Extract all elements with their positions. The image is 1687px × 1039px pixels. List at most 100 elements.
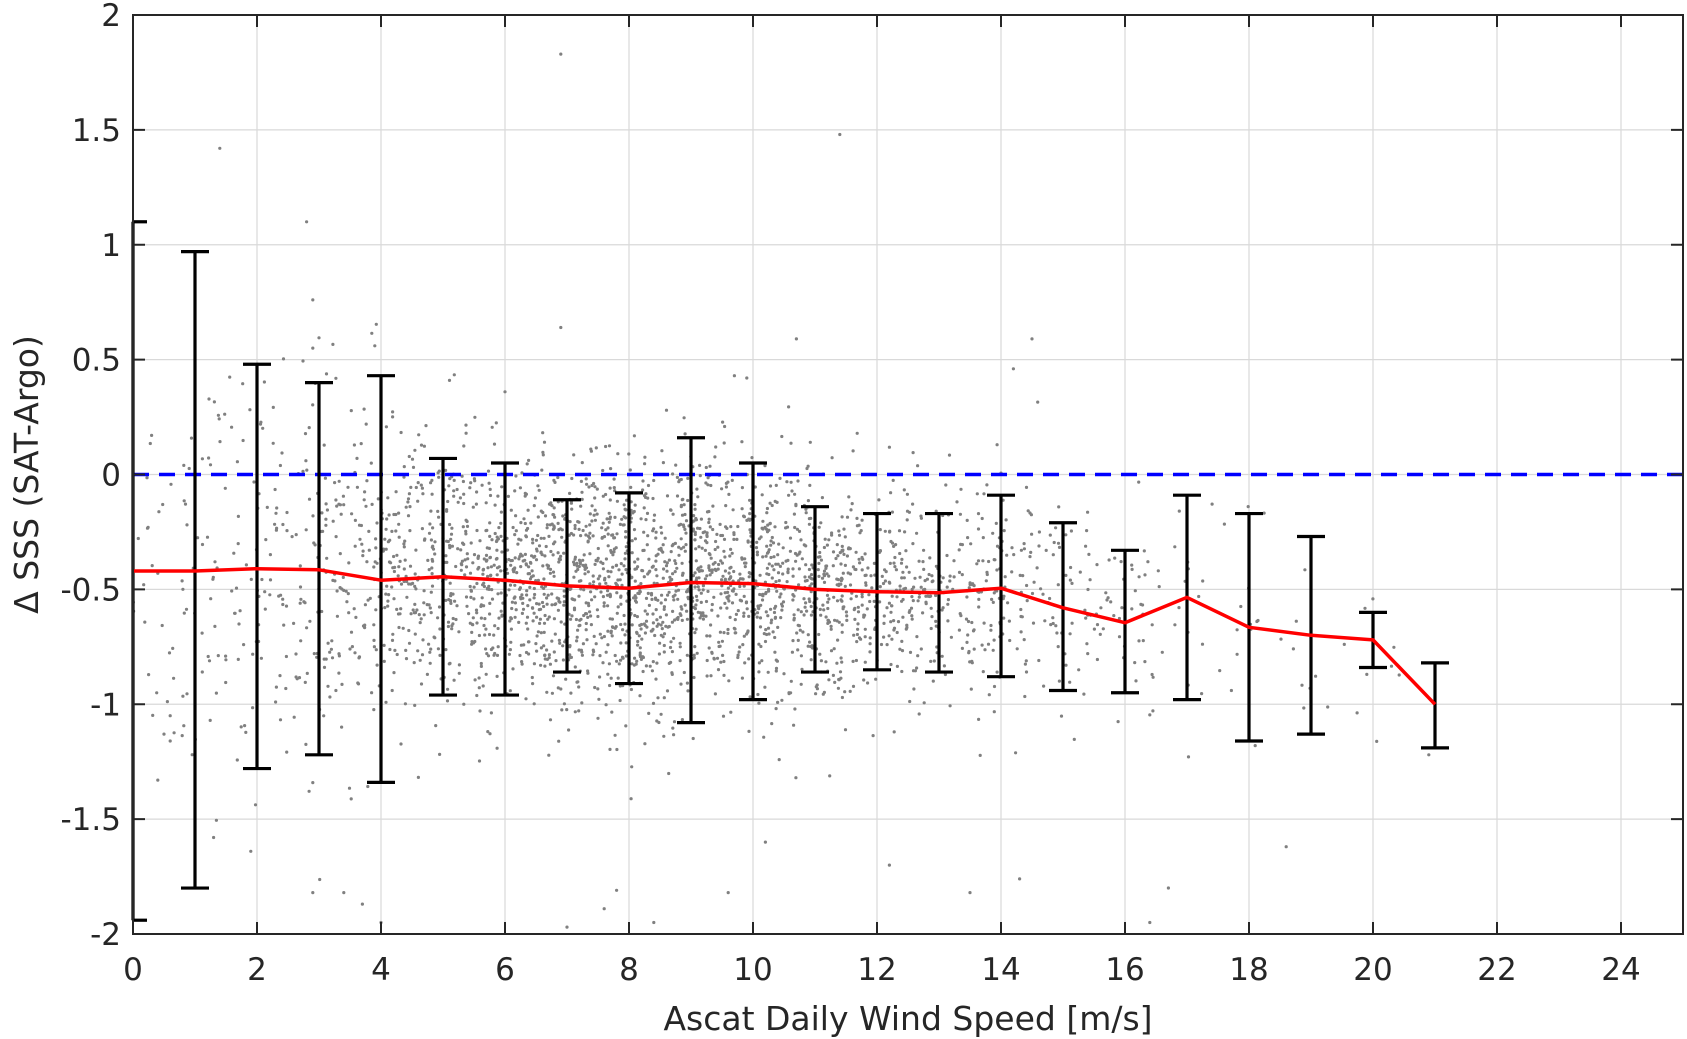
scatter-point: [708, 573, 712, 577]
scatter-point: [964, 617, 969, 621]
scatter-point: [691, 574, 696, 578]
scatter-point: [968, 891, 972, 895]
scatter-point: [895, 595, 899, 599]
scatter-point: [779, 592, 783, 596]
scatter-point: [271, 405, 275, 409]
scatter-point: [686, 595, 690, 599]
scatter-point: [664, 564, 669, 568]
scatter-point: [612, 550, 616, 554]
scatter-point: [253, 803, 258, 807]
scatter-point: [706, 589, 710, 594]
scatter-point: [523, 494, 527, 498]
scatter-point: [598, 582, 602, 586]
scatter-point: [845, 515, 850, 519]
scatter-point: [235, 460, 239, 464]
scatter-point: [621, 628, 625, 632]
scatter-point: [543, 514, 548, 518]
scatter-point: [1004, 518, 1008, 522]
scatter-point: [684, 519, 689, 523]
scatter-point: [1173, 623, 1177, 627]
x-tick-label: 14: [981, 952, 1020, 988]
scatter-point: [638, 623, 642, 628]
scatter-point: [560, 708, 564, 712]
scatter-point: [616, 676, 620, 680]
scatter-point: [864, 581, 868, 585]
scatter-point: [619, 595, 623, 599]
scatter-point: [1371, 597, 1375, 601]
scatter-point: [643, 609, 647, 613]
scatter-point: [444, 648, 448, 652]
scatter-point: [595, 608, 600, 612]
scatter-point: [711, 504, 715, 508]
scatter-point: [659, 546, 663, 550]
scatter-point: [771, 541, 776, 545]
scatter-point: [359, 442, 363, 446]
scatter-point: [484, 553, 489, 558]
scatter-point: [683, 432, 687, 436]
scatter-point: [538, 621, 542, 626]
scatter-point: [419, 483, 423, 487]
scatter-point: [539, 663, 543, 667]
scatter-point: [975, 562, 979, 566]
scatter-point: [652, 581, 656, 585]
scatter-point: [284, 686, 288, 691]
scatter-point: [406, 497, 411, 501]
scatter-point: [393, 648, 397, 653]
scatter-point: [616, 605, 620, 609]
scatter-point: [547, 534, 551, 539]
scatter-point: [375, 663, 379, 667]
scatter-point: [630, 551, 634, 555]
scatter-point: [584, 533, 588, 537]
scatter-point: [395, 553, 399, 557]
scatter-point: [489, 565, 493, 569]
scatter-point: [837, 677, 841, 682]
scatter-point: [672, 733, 676, 737]
scatter-point: [922, 548, 926, 552]
scatter-point: [809, 658, 813, 662]
scatter-point: [514, 608, 518, 612]
scatter-point: [311, 514, 315, 518]
scatter-point: [976, 527, 981, 531]
scatter-point: [632, 528, 637, 532]
scatter-point: [480, 596, 484, 600]
scatter-point: [207, 456, 211, 460]
scatter-point: [758, 592, 762, 597]
scatter-point: [810, 582, 814, 586]
scatter-point: [908, 699, 912, 704]
scatter-point: [156, 778, 160, 782]
scatter-point: [672, 720, 677, 724]
scatter-point: [436, 509, 440, 513]
scatter-point: [392, 512, 396, 517]
x-tick-label: 10: [733, 952, 772, 988]
scatter-point: [754, 546, 759, 550]
scatter-point: [405, 579, 409, 584]
scatter-point: [833, 680, 837, 685]
scatter-point: [572, 563, 577, 567]
scatter-point: [801, 630, 805, 634]
scatter-point: [893, 565, 897, 569]
scatter-point: [475, 611, 479, 615]
scatter-point: [277, 594, 281, 598]
scatter-point: [518, 554, 522, 559]
scatter-point: [674, 561, 678, 566]
scatter-point: [824, 566, 828, 571]
scatter-point: [636, 557, 640, 561]
scatter-point: [284, 654, 288, 659]
y-tick-label: 0.5: [72, 343, 121, 379]
scatter-point: [536, 515, 540, 519]
scatter-point: [952, 575, 956, 579]
scatter-point: [646, 483, 651, 488]
scatter-point: [353, 651, 357, 655]
scatter-point: [769, 543, 773, 547]
scatter-point: [692, 605, 696, 610]
scatter-point: [518, 653, 522, 658]
scatter-point: [304, 742, 308, 747]
scatter-point: [598, 632, 602, 636]
scatter-point: [881, 581, 886, 586]
scatter-point: [853, 617, 857, 622]
scatter-point: [512, 596, 516, 600]
scatter-point: [452, 678, 456, 682]
scatter-point: [982, 621, 986, 625]
scatter-point: [819, 659, 824, 663]
scatter-point: [459, 548, 463, 552]
